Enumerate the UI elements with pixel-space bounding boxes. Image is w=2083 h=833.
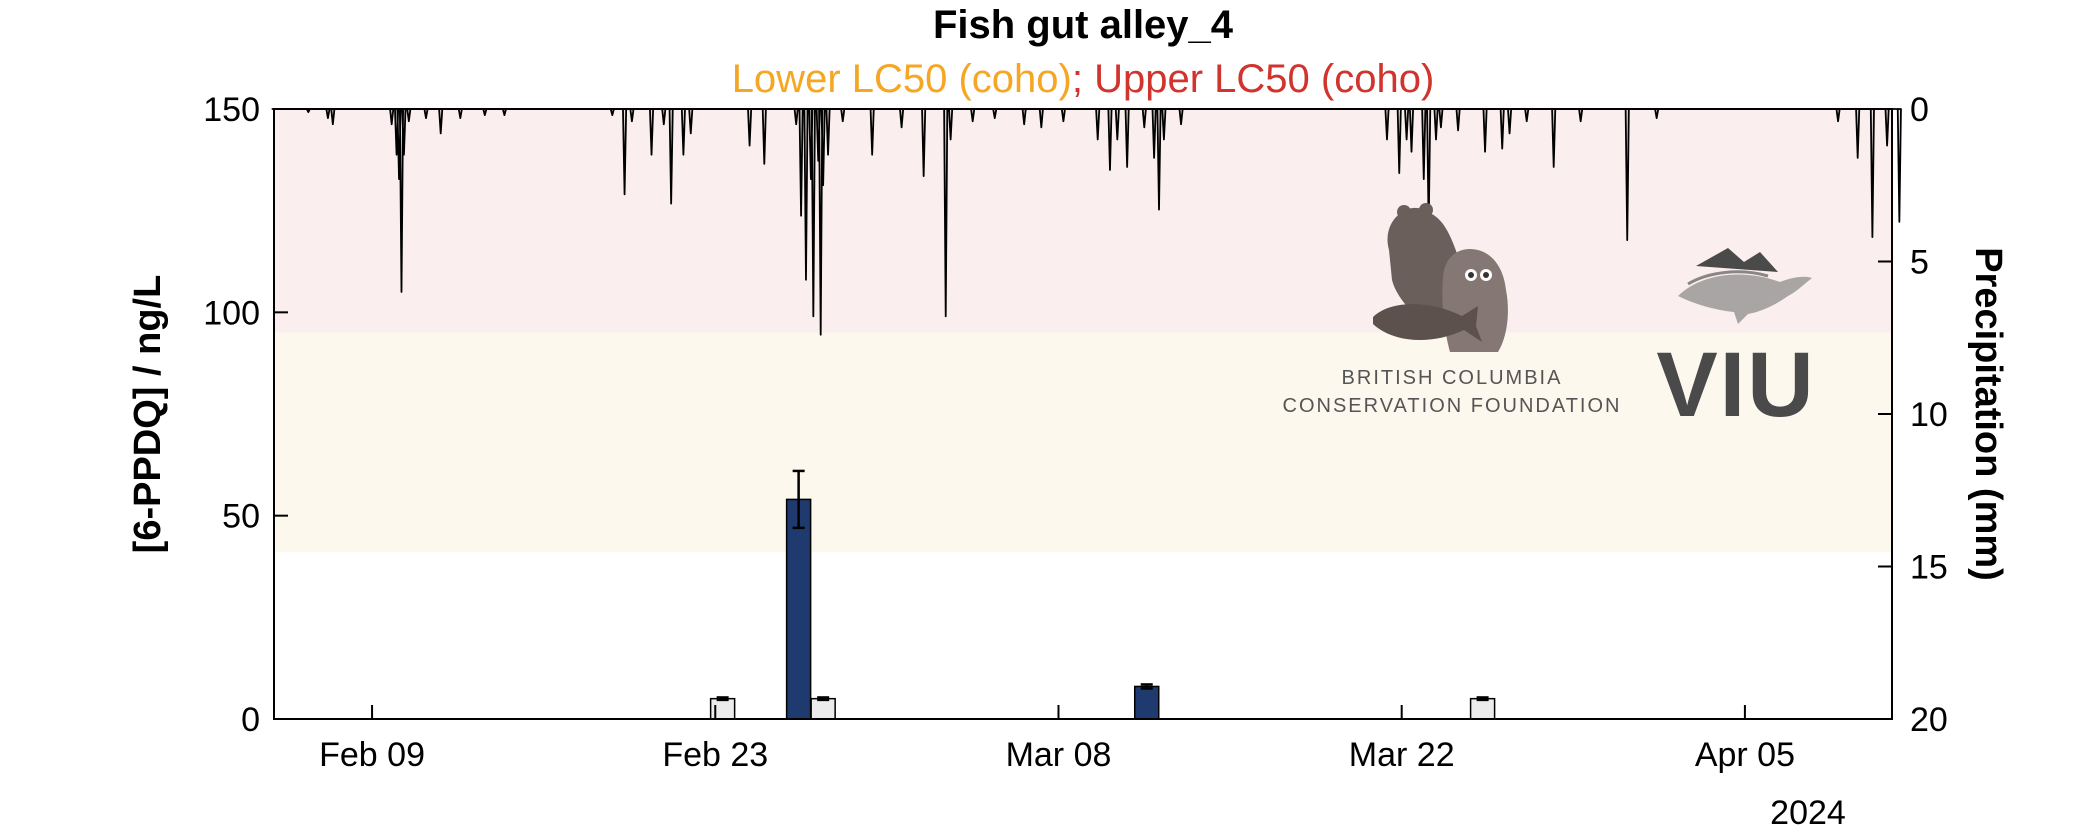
x-tick-label-3: Mar 22	[1349, 736, 1455, 774]
bar-3	[810, 697, 836, 720]
y-axis-label: [6-PPDQ] / ng/L	[127, 275, 169, 554]
subtitle-lower-lc50: Lower LC50 (coho)	[732, 57, 1072, 101]
x-axis-year-label: 2024	[1770, 794, 1846, 832]
y2-axis-label: Precipitation (mm)	[1967, 247, 2009, 581]
lc50-band-1	[274, 109, 1892, 333]
y2-tick-label-4: 20	[1910, 701, 1948, 739]
bccf-logo: BRITISH COLUMBIA CONSERVATION FOUNDATION	[1283, 203, 1622, 417]
subtitle-upper-lc50: Upper LC50 (coho)	[1094, 57, 1434, 101]
y-axis-ticks: 0 50 100 150	[203, 91, 288, 739]
x-axis-ticks: Feb 09 Feb 23 Mar 08 Mar 22 Apr 05	[319, 705, 1795, 774]
bear-salmon-icon	[1373, 203, 1508, 352]
mountain-leaf-icon	[1678, 248, 1812, 324]
bar-4	[1469, 697, 1496, 720]
y2-axis-ticks: 0 5 10 15 20	[1878, 91, 1948, 739]
y2-tick-label-1: 5	[1910, 244, 1929, 282]
y-tick-label-3: 150	[203, 91, 260, 129]
y2-tick-label-3: 15	[1910, 549, 1948, 587]
lc50-bands	[274, 109, 1892, 553]
lc50-band-0	[274, 332, 1892, 553]
subtitle-separator: ;	[1072, 57, 1094, 101]
concentration-bars	[709, 469, 1496, 720]
y-tick-label-2: 100	[203, 294, 260, 332]
viu-logo-text: VIU	[1656, 334, 1815, 436]
y-tick-label-1: 50	[222, 498, 260, 536]
bar-2	[709, 697, 736, 720]
bar-0	[785, 498, 812, 720]
y-tick-label-0: 0	[241, 701, 260, 739]
y2-tick-label-0: 0	[1910, 91, 1929, 129]
x-tick-label-1: Feb 23	[662, 736, 768, 774]
x-tick-label-4: Apr 05	[1695, 736, 1795, 774]
x-tick-label-2: Mar 08	[1006, 736, 1112, 774]
viu-logo: VIU	[1656, 248, 1815, 436]
bar-1	[1133, 685, 1160, 720]
bccf-logo-line1: BRITISH COLUMBIA	[1342, 367, 1563, 389]
chart-title: Fish gut alley_4	[933, 3, 1234, 47]
chart-subtitle: Lower LC50 (coho); Upper LC50 (coho)	[732, 57, 1435, 101]
bccf-logo-line2: CONSERVATION FOUNDATION	[1283, 395, 1622, 417]
x-tick-label-0: Feb 09	[319, 736, 425, 774]
y2-tick-label-2: 10	[1910, 396, 1948, 434]
